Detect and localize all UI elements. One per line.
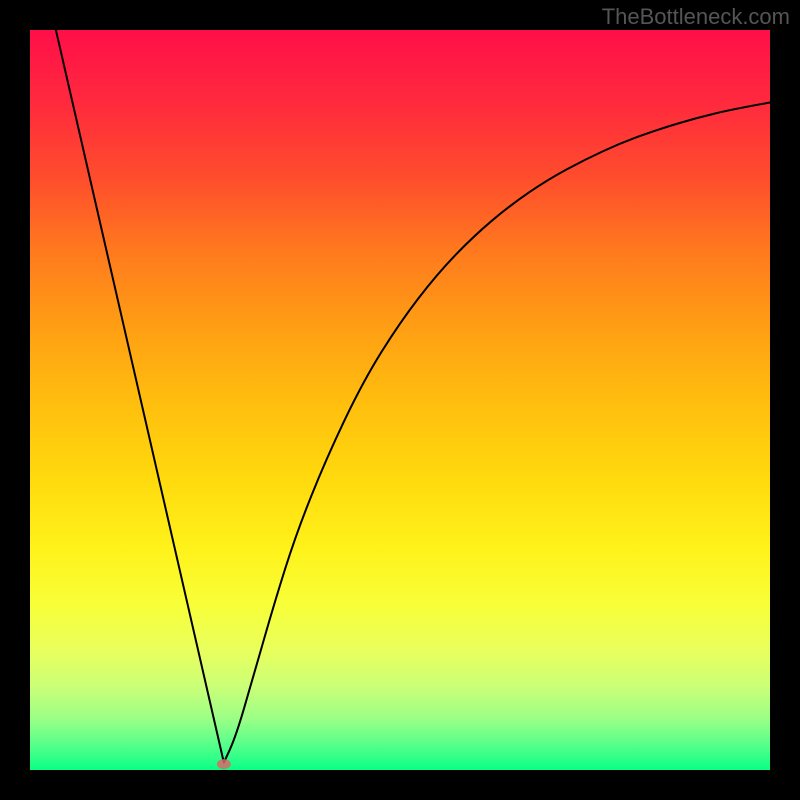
watermark-label: TheBottleneck.com — [602, 4, 790, 30]
minimum-marker — [217, 759, 231, 769]
chart-container: TheBottleneck.com — [0, 0, 800, 800]
plot-area — [30, 30, 770, 770]
plot-svg — [30, 30, 770, 770]
